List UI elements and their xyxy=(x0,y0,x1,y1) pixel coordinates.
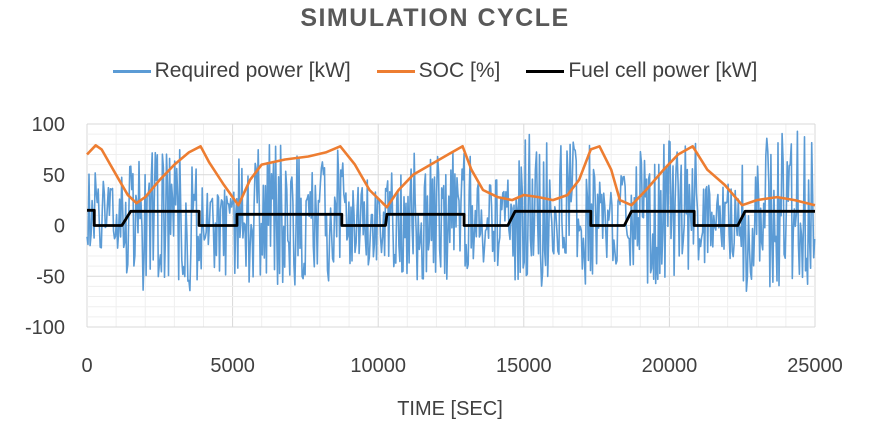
x-tick-label: 10000 xyxy=(350,355,406,377)
x-axis-label: TIME [SEC] xyxy=(397,398,503,420)
legend-item-soc: SOC [%] xyxy=(376,59,501,83)
x-axis-ticks: 0 5000 10000 15000 20000 25000 xyxy=(81,355,842,377)
series-soc xyxy=(86,144,816,209)
series-line-soc xyxy=(86,144,816,209)
series-fuel-cell-power xyxy=(87,208,815,227)
series-line-required-power xyxy=(86,130,816,293)
chart-legend: Required power [kW] SOC [%] Fuel cell po… xyxy=(0,59,870,83)
legend-swatch-required-power xyxy=(112,69,151,73)
y-tick-label: -100 xyxy=(25,317,65,339)
chart-title: SIMULATION CYCLE xyxy=(300,4,570,32)
x-tick-label: 25000 xyxy=(787,355,843,377)
series-required-power xyxy=(86,130,816,293)
legend-swatch-soc xyxy=(376,69,415,73)
legend-item-fuel-cell-power: Fuel cell power [kW] xyxy=(526,59,757,83)
y-tick-label: 100 xyxy=(32,114,65,136)
x-tick-label: 5000 xyxy=(210,355,255,377)
legend-swatch-fuel-cell-power xyxy=(526,69,565,73)
y-tick-label: 0 xyxy=(54,216,65,238)
x-tick-label: 20000 xyxy=(642,355,698,377)
series-line-fuel-cell-power xyxy=(87,208,815,227)
legend-label-required-power: Required power [kW] xyxy=(154,59,351,82)
legend-label-fuel-cell-power: Fuel cell power [kW] xyxy=(568,59,758,82)
legend-item-required-power: Required power [kW] xyxy=(112,59,351,83)
y-axis-ticks: 100 50 0 -50 -100 xyxy=(25,114,65,339)
x-tick-label: 15000 xyxy=(496,355,552,377)
legend-label-soc: SOC [%] xyxy=(418,59,501,82)
y-tick-label: -50 xyxy=(36,266,65,288)
y-tick-label: 50 xyxy=(43,165,65,187)
x-tick-label: 0 xyxy=(81,355,92,377)
